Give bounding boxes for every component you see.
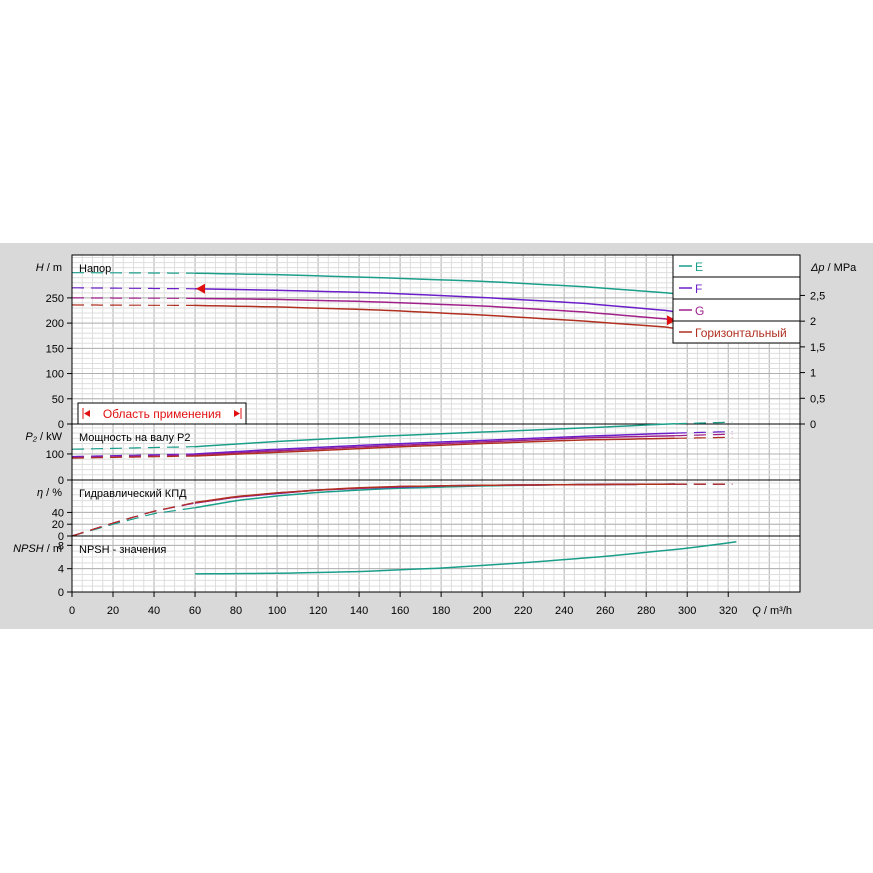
series-power-G xyxy=(71,433,733,459)
series-line-dashed xyxy=(71,446,195,450)
x-tick-label: 100 xyxy=(268,605,286,617)
legend-label: G xyxy=(695,304,704,318)
range-start-marker xyxy=(196,283,206,294)
range-end-marker xyxy=(666,315,676,326)
right-y-tick-label: 1 xyxy=(810,368,816,380)
x-axis-label: Q / m³/h xyxy=(752,605,792,617)
y-tick-label-power: 100 xyxy=(46,449,64,461)
x-tick-label: 0 xyxy=(69,605,75,617)
legend-item xyxy=(672,276,801,300)
series-head-Горизонтальный xyxy=(71,304,733,338)
series-line-dashed xyxy=(72,455,196,459)
series-line xyxy=(194,272,733,301)
series-npsh-NPSH xyxy=(194,541,737,575)
series-head-G xyxy=(72,297,733,329)
series-line-dashed xyxy=(71,501,196,537)
series-line-dashed xyxy=(72,272,196,274)
series-line-dashed xyxy=(674,436,733,439)
series-line-dashed xyxy=(72,297,195,299)
series-line-dashed xyxy=(71,454,196,459)
application-range-arrow-left xyxy=(84,410,90,417)
y-tick-label-power: 0 xyxy=(58,475,64,487)
panel-title-power: Мощность на валу P2 xyxy=(79,432,191,444)
legend-item xyxy=(672,298,801,322)
series-line-dashed xyxy=(674,433,733,437)
series-line-dashed xyxy=(71,304,195,306)
x-tick-label: 320 xyxy=(719,605,737,617)
right-y-tick-label: 2,5 xyxy=(810,290,825,302)
y-tick-label-efficiency: 0 xyxy=(58,531,64,543)
x-tick-label: 260 xyxy=(596,605,614,617)
series-efficiency-Горизонтальный xyxy=(71,483,733,537)
panel-title-npsh: NPSH - значения xyxy=(79,544,166,556)
series-head-E xyxy=(72,272,733,301)
series-line xyxy=(194,483,675,504)
x-tick-label: 40 xyxy=(148,605,160,617)
x-tick-label: 140 xyxy=(350,605,368,617)
y-tick-label-efficiency: 40 xyxy=(52,507,64,519)
y-axis-label-head: H / m xyxy=(36,262,62,274)
series-power-F xyxy=(71,431,733,458)
legend-label: F xyxy=(695,282,702,296)
series-line xyxy=(194,288,733,321)
series-line xyxy=(194,432,675,455)
x-tick-label: 180 xyxy=(432,605,450,617)
x-tick-label: 80 xyxy=(230,605,242,617)
y-tick-label-head: 200 xyxy=(46,318,64,330)
y-tick-label-npsh: 8 xyxy=(58,540,64,552)
legend-item xyxy=(672,320,801,344)
y-tick-label-npsh: 0 xyxy=(58,587,64,599)
series-power-Горизонтальный xyxy=(72,436,733,459)
x-tick-label: 20 xyxy=(107,605,119,617)
panel-title-head: Напор xyxy=(79,263,111,275)
y-tick-label-head: 100 xyxy=(46,369,64,381)
y-tick-label-npsh: 4 xyxy=(58,564,64,576)
series-line-dashed xyxy=(674,431,733,434)
legend-label: E xyxy=(695,260,703,274)
y-axis-label-npsh: NPSH / m xyxy=(13,543,62,555)
legend-label: Горизонтальный xyxy=(695,326,787,340)
y-axis-label-efficiency: η / % xyxy=(37,487,62,499)
series-line-dashed xyxy=(674,421,733,425)
series-line xyxy=(194,422,675,448)
x-tick-label: 280 xyxy=(637,605,655,617)
right-y-tick-label: 0,5 xyxy=(810,393,825,405)
legend: EFG Горизонтальный xyxy=(672,254,801,344)
y-tick-label-efficiency: 20 xyxy=(52,519,64,531)
horizontal-grid-efficiency xyxy=(72,482,800,531)
x-tick-label: 300 xyxy=(678,605,696,617)
legend-item xyxy=(672,254,801,278)
x-tick-label: 60 xyxy=(189,605,201,617)
right-axis-label: Δp / MPa xyxy=(810,262,857,274)
series-line-dashed xyxy=(71,453,195,458)
x-tick-label: 240 xyxy=(555,605,573,617)
y-tick-label-head: 150 xyxy=(46,343,64,355)
right-y-tick-label: 0 xyxy=(810,419,816,431)
x-tick-label: 200 xyxy=(473,605,491,617)
y-tick-label-head: 50 xyxy=(52,394,64,406)
y-axis-label-power: P₂ / kW xyxy=(25,431,62,443)
x-tick-label: 120 xyxy=(309,605,327,617)
application-range-arrow-right xyxy=(234,410,240,417)
series-line-dashed xyxy=(72,287,195,290)
series-line xyxy=(194,297,733,329)
series-power-E xyxy=(71,421,733,450)
application-range-label: Область применения xyxy=(103,407,221,421)
y-tick-label-head: 250 xyxy=(46,293,64,305)
panel-title-efficiency: Гидравлический КПД xyxy=(79,488,187,500)
right-y-tick-label: 1,5 xyxy=(810,342,825,354)
right-y-tick-label: 2 xyxy=(810,316,816,328)
plot-border xyxy=(71,254,801,593)
series-head-F xyxy=(72,287,733,321)
series-line xyxy=(194,541,737,575)
series-line xyxy=(194,437,675,457)
series-line xyxy=(194,304,733,338)
x-tick-label: 160 xyxy=(391,605,409,617)
y-tick-label-head: 0 xyxy=(58,419,64,431)
series-line xyxy=(194,434,675,456)
x-tick-label: 220 xyxy=(514,605,532,617)
